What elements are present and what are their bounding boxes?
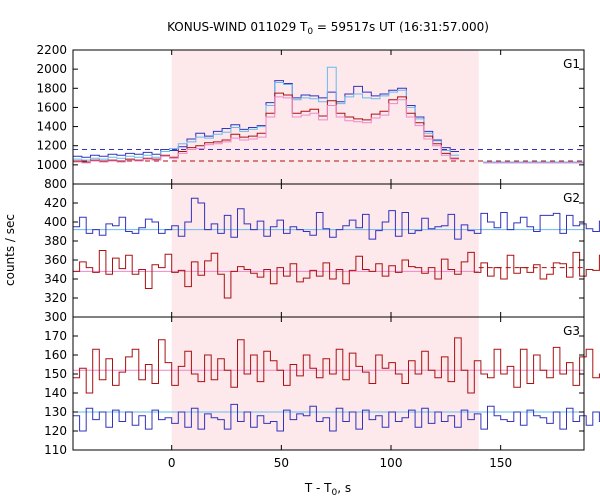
- highlight-interval-g1: [171, 50, 479, 184]
- chart-title: KONUS-WIND 011029 T0 = 59517s UT (16:31:…: [167, 20, 489, 37]
- x-tick-label: 0: [168, 456, 176, 470]
- panel-label-g3: G3: [563, 324, 580, 338]
- x-axis-label-subscript: 0: [332, 488, 338, 498]
- x-tick-label: 150: [489, 456, 512, 470]
- y-tick-label: 1000: [36, 158, 67, 172]
- x-axis-label-suffix: , s: [337, 481, 351, 495]
- y-tick-label: 420: [44, 196, 67, 210]
- panel-g3: 110 120 130 140 150 160 170 0 50 100 150 G3: [44, 316, 600, 470]
- y-tick-label: 120: [44, 424, 67, 438]
- y-tick-label: 400: [44, 215, 67, 229]
- x-axis-label: T - T0, s: [304, 481, 351, 498]
- series-g3-red: [73, 337, 600, 394]
- y-tick-label: 160: [44, 348, 67, 362]
- panel-frame-g3: [72, 316, 585, 451]
- series-g2-red: [73, 250, 600, 299]
- x-axis-label-prefix: T - T: [304, 481, 332, 495]
- panels-layer: 8001000120014001600180020002200G13003203…: [36, 43, 600, 470]
- y-tick-label: 380: [44, 234, 67, 248]
- series-g2-blue: [73, 197, 600, 240]
- chart-title-suffix: = 59517s UT (16:31:57.000): [313, 20, 489, 34]
- highlight-interval-g3: [171, 317, 479, 450]
- y-tick-label: 360: [44, 253, 67, 267]
- chart-title-subscript: 0: [307, 27, 313, 37]
- x-tick-label: 100: [380, 456, 403, 470]
- y-tick-label: 2200: [36, 43, 67, 57]
- y-tick-label: 1800: [36, 81, 67, 95]
- y-tick-label: 320: [44, 291, 67, 305]
- chart-title-prefix: KONUS-WIND 011029 T: [167, 20, 308, 34]
- y-tick-label: 130: [44, 405, 67, 419]
- y-tick-label: 170: [44, 329, 67, 343]
- y-tick-label: 1200: [36, 139, 67, 153]
- y-tick-label: 1600: [36, 100, 67, 114]
- y-tick-label: 800: [44, 177, 67, 191]
- series-g1-pink: [73, 96, 459, 164]
- highlight-interval-g2: [171, 184, 479, 317]
- y-tick-label: 300: [44, 310, 67, 324]
- panel-g1: 800 1000 1200 1400 1600 1800 2000 2200 G1: [36, 43, 585, 191]
- y-tick-label: 340: [44, 272, 67, 286]
- y-axis-label: counts / sec: [3, 214, 17, 286]
- series-g3-blue: [73, 403, 600, 432]
- y-tick-label: 140: [44, 386, 67, 400]
- y-tick-label: 1400: [36, 120, 67, 134]
- panel-label-g2: G2: [563, 191, 580, 205]
- y-tick-label: 2000: [36, 62, 67, 76]
- x-tick-label: 50: [274, 456, 289, 470]
- panel-g2: 300 320 340 360 380 400 420 G2: [44, 183, 600, 324]
- y-tick-label: 110: [44, 443, 67, 457]
- y-tick-label: 150: [44, 367, 67, 381]
- panel-label-g1: G1: [563, 57, 580, 71]
